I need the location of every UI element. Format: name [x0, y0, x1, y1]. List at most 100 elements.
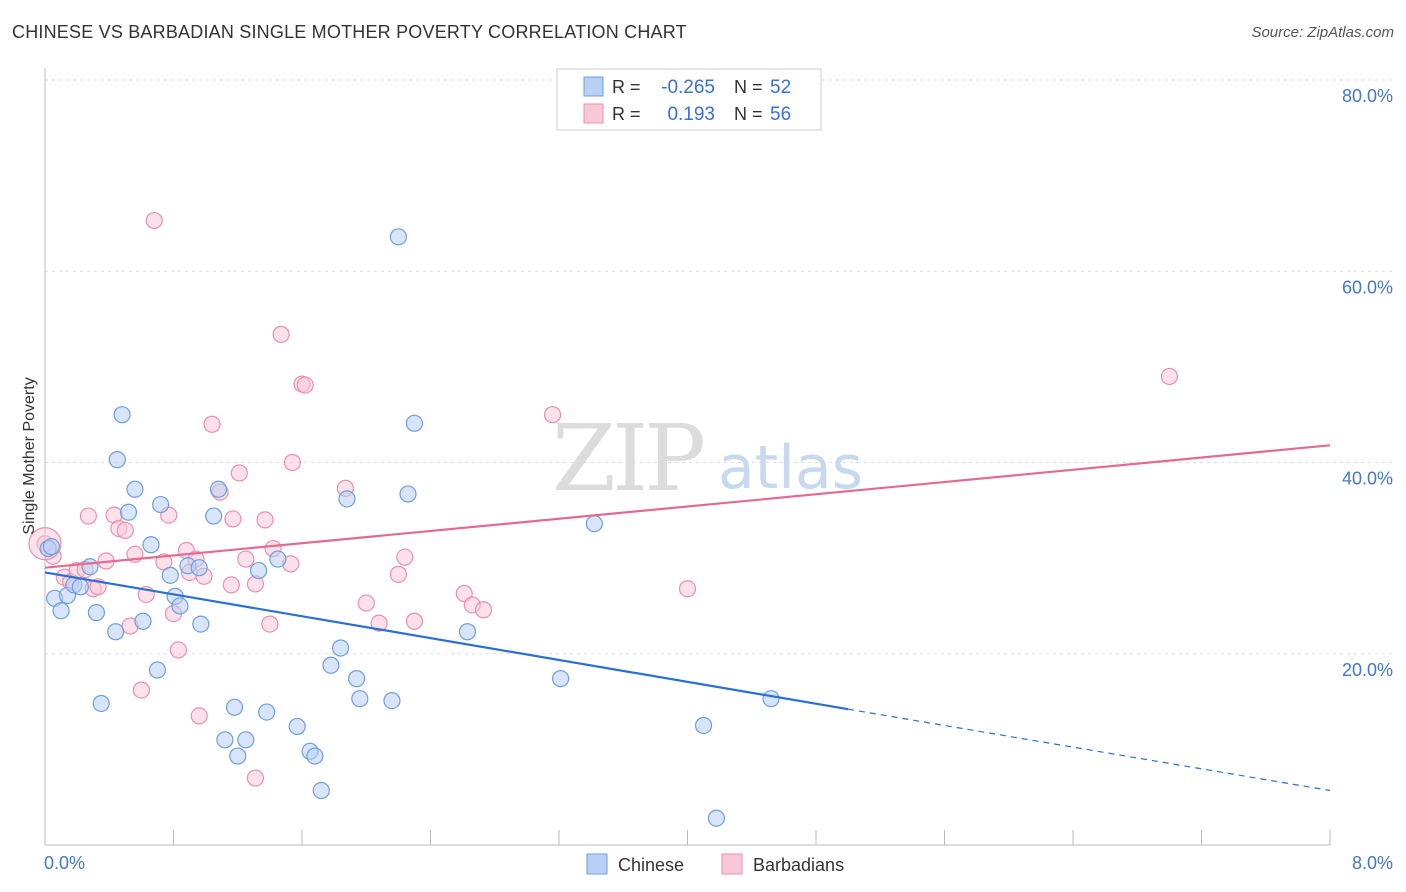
x-ticks — [173, 830, 1331, 845]
chinese-point — [108, 451, 126, 469]
chinese-point — [190, 559, 208, 577]
chinese-point — [42, 538, 61, 556]
chinese-point — [81, 558, 99, 576]
barbadian-point — [272, 325, 290, 343]
chinese-point — [707, 809, 726, 827]
barbadian-point — [190, 707, 208, 725]
barbadian-point — [389, 565, 407, 583]
y-tick-labels: 20.0% 40.0% 60.0% 80.0% — [1342, 86, 1393, 680]
chinese-point — [119, 503, 138, 521]
barbadian-point — [145, 211, 163, 230]
legend-r-value-1: -0.265 — [661, 77, 715, 98]
legend-r-value-2: 0.193 — [667, 104, 715, 125]
legend-r-label-2: R = — [612, 104, 641, 124]
bottom-legend-swatch-chinese — [586, 853, 608, 875]
grid-lines — [45, 79, 1393, 655]
legend-r-label-1: R = — [612, 77, 641, 97]
bottom-legend: Chinese Barbadians — [586, 853, 844, 875]
chinese-point — [126, 480, 144, 498]
barbadian-point — [261, 615, 279, 633]
chinese-trend-extension — [848, 708, 1331, 792]
chinese-point — [338, 490, 356, 508]
watermark: ZIP atlas — [552, 405, 863, 512]
chinese-points — [39, 228, 780, 827]
chinese-point — [552, 670, 570, 688]
legend-swatch-chinese — [583, 76, 604, 97]
chinese-point — [148, 661, 167, 679]
legend-swatch-barbadian — [583, 103, 604, 124]
chinese-point — [306, 747, 324, 765]
chinese-point — [399, 485, 417, 503]
chinese-point — [152, 495, 170, 514]
chinese-point — [192, 615, 210, 633]
barbadian-point — [474, 601, 493, 619]
chinese-point — [269, 550, 287, 568]
chinese-point — [288, 717, 306, 736]
y-axis-label: Single Mother Poverty — [21, 377, 38, 534]
barbadian-point — [543, 406, 562, 424]
barbadian-point — [396, 548, 414, 566]
barbadian-point — [296, 376, 314, 394]
bottom-legend-swatch-barbadian — [721, 853, 743, 875]
chinese-point — [52, 602, 70, 620]
barbadian-point — [224, 510, 242, 528]
x-tick-label-max: 8.0% — [1352, 853, 1393, 873]
chart-title: CHINESE VS BARBADIAN SINGLE MOTHER POVER… — [12, 22, 687, 42]
barbadian-point — [678, 580, 697, 598]
chinese-point — [107, 623, 125, 641]
chinese-point — [389, 228, 407, 246]
barbadian-point — [79, 507, 97, 525]
barbadian-point — [256, 511, 274, 529]
legend-box: R = -0.265 N = 52 R = 0.193 N = 56 — [556, 68, 822, 131]
chinese-point — [458, 623, 477, 641]
chinese-point — [762, 690, 780, 708]
chinese-trend-line — [44, 571, 849, 711]
chinese-point — [258, 703, 276, 721]
barbadian-point — [116, 521, 134, 539]
barbadian-point — [370, 614, 388, 632]
chinese-point — [694, 716, 713, 735]
chinese-point — [348, 670, 366, 688]
bottom-legend-label-barbadian: Barbadians — [753, 855, 844, 875]
chinese-point — [229, 747, 247, 765]
x-tick-label-min: 0.0% — [44, 853, 85, 873]
chinese-point — [134, 612, 152, 630]
chinese-point — [225, 698, 244, 716]
barbadian-trend-line — [44, 444, 1331, 569]
chinese-point — [216, 731, 234, 749]
chinese-point — [171, 597, 189, 615]
chinese-point — [351, 690, 369, 708]
legend-n-label-2: N = — [734, 104, 763, 124]
barbadian-point — [1160, 367, 1178, 386]
chinese-point — [312, 781, 330, 800]
barbadian-point — [357, 594, 375, 612]
y-tick-label: 60.0% — [1342, 277, 1393, 297]
legend-n-label-1: N = — [734, 77, 763, 97]
bottom-legend-label-chinese: Chinese — [618, 855, 684, 875]
barbadian-point — [203, 415, 221, 433]
barbadian-point — [222, 576, 240, 594]
chinese-point — [205, 507, 223, 525]
barbadian-point — [246, 769, 265, 787]
chinese-point — [331, 639, 350, 657]
chinese-point — [87, 604, 106, 622]
chinese-point — [142, 536, 160, 554]
barbadian-point — [132, 681, 150, 699]
chinese-point — [250, 561, 268, 580]
barbadian-point — [169, 641, 187, 659]
chinese-point — [71, 578, 89, 596]
chinese-point — [237, 731, 255, 749]
chinese-point — [383, 692, 401, 710]
y-tick-label: 80.0% — [1342, 86, 1393, 106]
source-credit: Source: ZipAtlas.com — [1251, 24, 1394, 41]
y-tick-label: 40.0% — [1342, 469, 1393, 489]
barbadian-point — [230, 464, 248, 482]
legend-n-value-2: 56 — [770, 104, 791, 125]
barbadian-point — [283, 453, 301, 472]
legend-n-value-1: 52 — [770, 77, 791, 98]
watermark-zip: ZIP — [552, 405, 703, 512]
trend-lines — [44, 444, 1331, 792]
barbadian-point — [237, 550, 255, 568]
y-tick-label: 20.0% — [1342, 660, 1393, 680]
